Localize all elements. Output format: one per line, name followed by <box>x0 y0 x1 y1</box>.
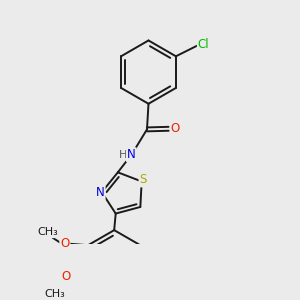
Text: S: S <box>140 173 147 187</box>
Text: O: O <box>61 270 70 284</box>
Text: N: N <box>96 186 105 199</box>
Text: O: O <box>171 122 180 135</box>
Text: N: N <box>127 148 136 161</box>
Text: CH₃: CH₃ <box>44 289 65 299</box>
Text: H: H <box>119 150 127 160</box>
Text: CH₃: CH₃ <box>37 227 58 237</box>
Text: Cl: Cl <box>198 38 209 51</box>
Text: O: O <box>60 237 70 250</box>
